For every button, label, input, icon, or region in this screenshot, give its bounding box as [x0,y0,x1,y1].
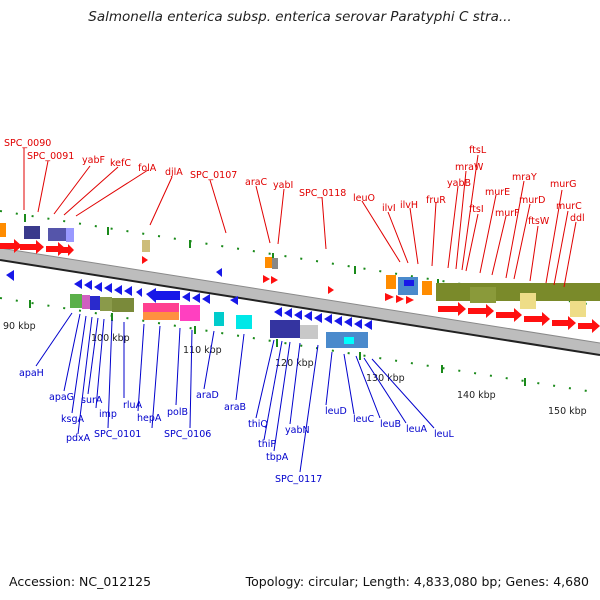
scale-label-110: 110 kbp [183,345,222,356]
gene-label-murD: murD [519,195,546,206]
gene-label-rluA: rluA [123,400,143,411]
gene-label-murE: murE [485,187,510,198]
backbone-ribbon [0,248,600,355]
gene-label-leuD: leuD [325,406,347,417]
gene-label-ksgA: ksgA [61,414,84,425]
gene-label-mraY: mraY [512,172,537,183]
gene-label-apaG: apaG [49,392,74,403]
scale-label-120: 120 kbp [275,358,314,369]
gene-label-folA: folA [138,163,157,174]
gene-label-apaH: apaH [19,368,44,379]
gene-label-murF: murF [495,208,520,219]
gene-label-djlA: djlA [165,167,183,178]
gene-label-ddl: ddl [570,213,585,224]
scale-label-130: 130 kbp [366,373,405,384]
gene-label-murG: murG [550,179,577,190]
gene-label-kefC: kefC [110,158,131,169]
gene-label-araB: araB [224,402,246,413]
top-gene-labels: SPC_0090 SPC_0091 yabF kefC folA djlA SP… [4,138,585,227]
backbone-edge-top [0,247,600,344]
gene-label-pdxA: pdxA [66,433,91,444]
gene-label-leuA: leuA [406,424,428,435]
gene-label-SPC_0090: SPC_0090 [4,138,51,149]
gene-label-SPC_0117: SPC_0117 [275,474,322,485]
gene-label-SPC_0118: SPC_0118 [299,188,346,199]
gene-label-araD: araD [196,390,219,401]
gene-label-mraW: mraW [455,162,484,173]
gene-label-SPC_0107: SPC_0107 [190,170,237,181]
gene-label-yabF: yabF [82,155,105,166]
gene-label-polB: polB [167,407,188,418]
map-title: Salmonella enterica subsp. enterica sero… [88,9,512,25]
accession-label: Accession: NC_012125 [9,574,152,589]
gene-label-SPC_0106: SPC_0106 [164,429,211,440]
gene-label-yabB: yabB [447,178,471,189]
gene-label-ftsI: ftsI [469,204,484,215]
gene-label-fruR: fruR [426,195,446,206]
gene-label-surA: surA [81,395,103,406]
gene-label-ilvH: ilvH [400,200,418,211]
scale-labels: 90 kbp 100 kbp 110 kbp 120 kbp 130 kbp 1… [3,321,587,417]
reverse-genes [6,268,372,330]
gene-label-ftsL: ftsL [469,145,487,156]
gene-label-araC: araC [245,177,268,188]
gene-label-imp: imp [99,409,117,420]
scale-label-100: 100 kbp [91,333,130,344]
scale-label-140: 140 kbp [457,390,496,401]
gene-label-yabI: yabI [273,180,293,191]
gene-label-ilvI: ilvI [382,203,396,214]
topology-label: Topology: circular; Length: 4,833,080 bp… [245,574,589,589]
gene-label-hepA: hepA [137,413,162,424]
gene-label-leuO: leuO [353,193,375,204]
gene-label-murC: murC [556,201,582,212]
bottom-leader-lines [35,312,435,473]
feature-blocks [0,223,600,348]
gene-label-SPC_0101: SPC_0101 [94,429,141,440]
gene-label-tbpA: tbpA [266,452,289,463]
gene-label-SPC_0091: SPC_0091 [27,151,74,162]
bottom-gene-labels: apaH apaG ksgA pdxA surA imp SPC_0101 rl… [19,368,455,485]
top-leader-lines [23,148,577,288]
gene-label-leuC: leuC [353,414,375,425]
gene-label-thiQ: thiQ [248,419,268,430]
gene-label-yabN: yabN [285,425,310,436]
scale-label-90: 90 kbp [3,321,36,332]
gene-label-leuB: leuB [380,419,401,430]
gene-label-thiP: thiP [258,439,276,450]
gene-label-leuL: leuL [434,429,455,440]
forward-genes [0,239,600,333]
scale-label-150: 150 kbp [548,406,587,417]
backbone-edge-bottom [0,259,600,356]
gene-label-ftsW: ftsW [528,216,550,227]
